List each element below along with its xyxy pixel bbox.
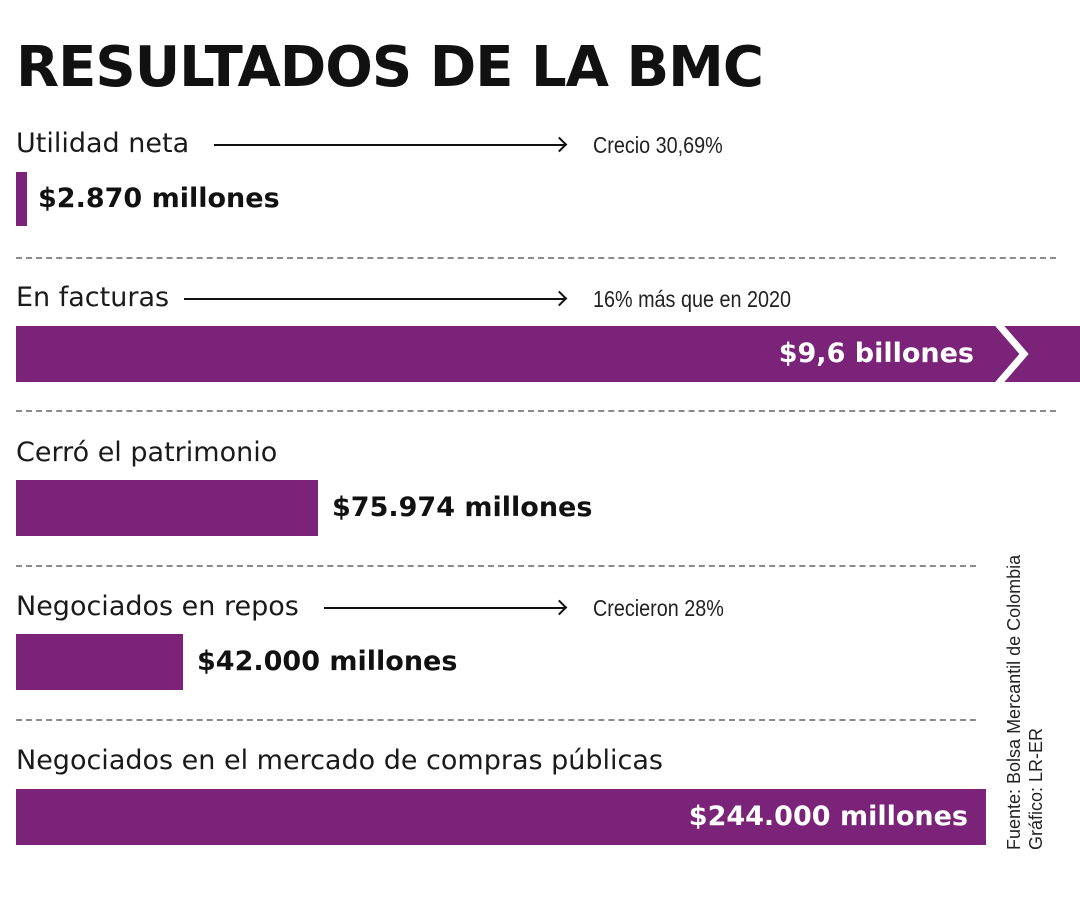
arrow-en-facturas — [184, 290, 568, 307]
value-compras-publicas: $244.000 millones — [688, 801, 968, 832]
label-repos: Negociados en repos — [16, 591, 299, 622]
bar-patrimonio — [16, 480, 318, 536]
bar-compras-publicas — [16, 789, 986, 845]
divider-3 — [16, 565, 976, 567]
value-patrimonio: $75.974 millones — [332, 492, 593, 523]
credit-line: Gráfico: LR-ER — [1026, 727, 1046, 850]
label-patrimonio: Cerró el patrimonio — [16, 437, 278, 468]
value-repos: $42.000 millones — [197, 646, 458, 677]
divider-2 — [16, 410, 1056, 412]
arrow-utilidad-neta — [214, 136, 568, 153]
chart-title: RESULTADOS DE LA BMC — [16, 35, 764, 100]
bar-repos — [16, 634, 183, 690]
label-utilidad-neta: Utilidad neta — [16, 128, 190, 159]
note-repos: Crecieron 28% — [593, 595, 724, 621]
source-line: Fuente: Bolsa Mercantil de Colombia — [1004, 554, 1024, 850]
bar-utilidad-neta — [16, 172, 27, 226]
divider-1 — [16, 257, 1056, 259]
note-en-facturas: 16% más que en 2020 — [593, 286, 791, 312]
label-en-facturas: En facturas — [16, 282, 170, 313]
divider-4 — [16, 719, 976, 721]
source-note: Fuente: Bolsa Mercantil de Colombia Gráf… — [1003, 555, 1047, 850]
value-utilidad-neta: $2.870 millones — [38, 183, 280, 214]
label-compras-publicas: Negociados en el mercado de compras públ… — [16, 745, 663, 776]
note-utilidad-neta: Crecio 30,69% — [593, 132, 723, 158]
value-en-facturas: $9,6 billones — [778, 338, 974, 369]
bar-en-facturas — [16, 326, 1080, 382]
bar-break-icon — [995, 326, 1029, 382]
arrow-repos — [324, 599, 568, 616]
